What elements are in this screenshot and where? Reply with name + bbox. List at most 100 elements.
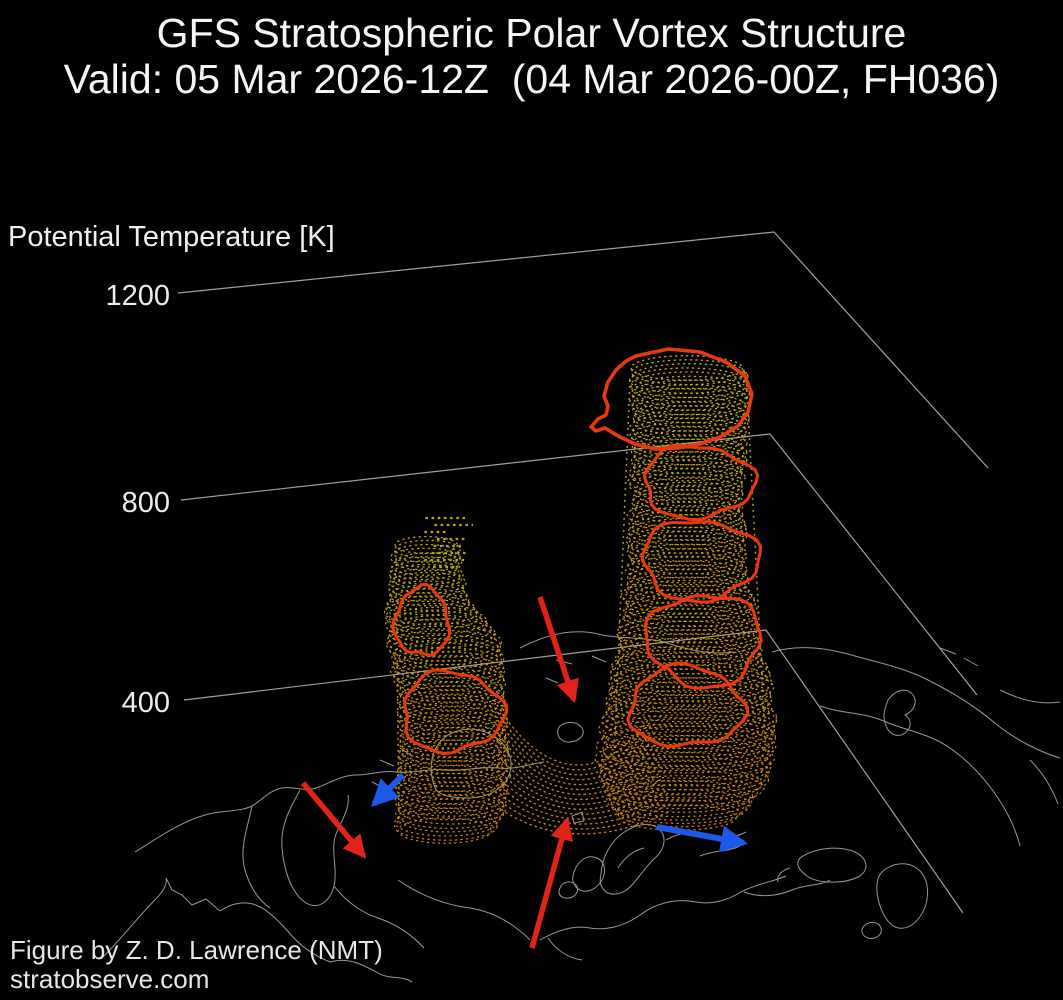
east-lobe-ring xyxy=(631,417,748,445)
west-lobe-ring xyxy=(387,576,464,598)
saddle-contour xyxy=(495,738,658,791)
west-lobe-ring xyxy=(391,556,461,576)
west-lobe-ring xyxy=(398,677,505,707)
east-lobe-ring xyxy=(616,799,741,828)
east-lobe-ring xyxy=(626,568,750,597)
west-lobe-ring xyxy=(389,588,470,611)
east-lobe-ring xyxy=(614,793,747,825)
coastline-path xyxy=(883,689,916,736)
west-lobe-ring xyxy=(399,735,510,767)
coastline-path xyxy=(558,881,579,899)
red-arrow xyxy=(529,816,573,949)
lobe-edge xyxy=(745,371,767,756)
west-lobe-ring xyxy=(395,798,505,830)
saddle-contour xyxy=(497,761,663,805)
west-lobe-ring xyxy=(396,760,511,792)
west-lobe-ring xyxy=(389,547,461,568)
red-arrow xyxy=(300,781,367,859)
coastline-path xyxy=(242,805,271,909)
west-lobe-ring xyxy=(389,568,463,589)
east-lobe-ring xyxy=(628,459,743,487)
axis-grid-line xyxy=(180,433,978,696)
east-lobe-ring xyxy=(598,709,776,750)
east-lobe-ring xyxy=(598,747,772,787)
east-lobe-ring xyxy=(633,493,744,520)
west-lobe-ring xyxy=(387,622,496,653)
east-lobe-ring xyxy=(605,783,753,818)
coastline-path xyxy=(797,847,867,883)
axis-gridlines xyxy=(177,231,989,914)
east-lobe-ring xyxy=(610,788,751,821)
east-lobe-ring xyxy=(625,555,748,584)
z-axis-tick-800: 800 xyxy=(121,487,170,519)
coastline-path xyxy=(599,823,665,895)
coastline-path xyxy=(939,647,979,667)
west-lobe-ring xyxy=(392,639,502,670)
west-lobe-ring xyxy=(395,772,509,805)
z-axis-label: Potential Temperature [K] xyxy=(8,221,335,253)
east-lobe-ring xyxy=(609,656,771,693)
east-lobe-ring xyxy=(601,735,772,774)
axis-grid-line xyxy=(183,629,964,914)
west-lobe-ring xyxy=(393,651,505,683)
west-lobe-ring xyxy=(398,781,507,813)
coastline-path xyxy=(1029,759,1059,805)
coastline-path xyxy=(743,879,831,897)
east-lobe-ring xyxy=(632,456,742,482)
coastline-path xyxy=(539,875,787,941)
coastline-path xyxy=(999,689,1061,704)
red-contour-ring xyxy=(626,661,750,748)
coastline-path xyxy=(281,789,349,907)
east-lobe-ring xyxy=(610,677,772,714)
east-lobe-ring xyxy=(628,472,743,499)
figure-credit: Figure by Z. D. Lawrence (NMT) xyxy=(10,935,383,965)
east-lobe-ring xyxy=(608,664,773,702)
coastline-path xyxy=(547,937,583,961)
west-lobe-ring xyxy=(386,592,470,616)
west-lobe-ring xyxy=(397,739,510,771)
west-lobe-ring xyxy=(392,647,504,678)
east-lobe-ring xyxy=(622,596,759,628)
east-lobe-ring xyxy=(629,560,747,588)
east-lobe-ring xyxy=(630,355,744,381)
east-lobe-ring xyxy=(605,680,773,719)
figure-source-url: stratobserve.com xyxy=(10,964,210,994)
west-lobe-ring xyxy=(388,580,466,603)
east-lobe-ring xyxy=(602,730,774,770)
west-lobe-ring xyxy=(396,685,506,716)
west-lobe-ring xyxy=(398,752,508,783)
coastline-path xyxy=(572,856,605,892)
blue-arrow xyxy=(371,772,406,807)
east-lobe-ring xyxy=(606,775,759,810)
east-lobe-ring xyxy=(631,392,747,419)
east-lobe-ring xyxy=(595,725,777,767)
east-lobe-ring xyxy=(609,668,775,706)
east-lobe-ring xyxy=(625,588,757,619)
coastline-path xyxy=(777,867,791,883)
west-lobe-ring xyxy=(393,659,504,691)
east-lobe-ring xyxy=(626,501,744,529)
z-axis-tick-1200: 1200 xyxy=(105,280,170,312)
west-lobe-ring xyxy=(389,634,501,666)
z-axis-tick-400: 400 xyxy=(121,687,170,719)
east-lobe-ring xyxy=(627,535,744,562)
east-lobe-ring xyxy=(627,564,749,592)
coastline-path xyxy=(134,761,545,853)
west-lobe-ring xyxy=(397,710,508,741)
coastline-path xyxy=(545,655,607,684)
coastline-path xyxy=(771,647,1061,759)
west-lobe-ring xyxy=(397,817,492,844)
coastline-path xyxy=(819,705,1021,847)
east-lobe-ring xyxy=(610,648,768,684)
west-lobe-ring xyxy=(389,654,506,688)
chart-title: GFS Stratospheric Polar Vortex Structure xyxy=(156,10,907,56)
west-lobe-ring xyxy=(386,625,503,658)
red-contour-ring xyxy=(642,443,760,522)
saddle-contour xyxy=(494,715,654,776)
east-lobe-ring xyxy=(633,409,749,436)
east-lobe-ring xyxy=(631,363,749,390)
east-lobe-ring xyxy=(607,689,773,727)
west-lobe-ring xyxy=(389,571,467,594)
